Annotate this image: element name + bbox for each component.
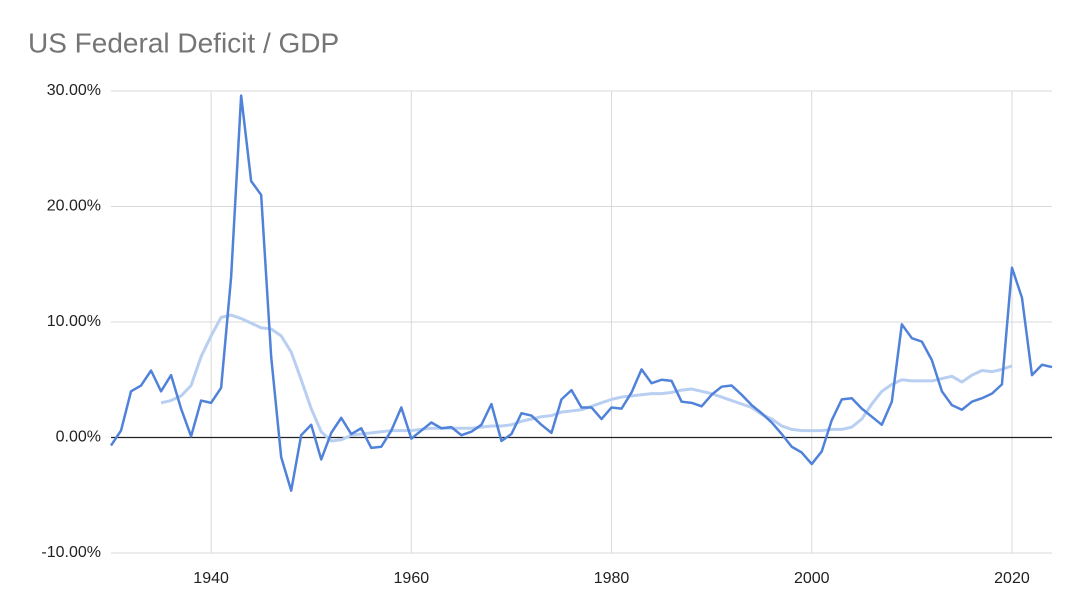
data-line [109,94,1053,492]
y-tick-label: 20.00% [47,198,101,215]
x-tick-label: 1960 [394,570,430,587]
y-tick-label: 30.00% [47,82,101,99]
y-tick-label: 10.00% [47,313,101,330]
chart-title: US Federal Deficit / GDP [28,27,339,58]
y-tick-label: -10.00% [41,544,101,561]
x-tick-label: 1940 [193,570,229,587]
x-tick-label: 1980 [594,570,630,587]
x-tick-label: 2020 [994,570,1030,587]
y-tick-label: 0.00% [56,429,101,446]
x-tick-label: 2000 [794,570,830,587]
